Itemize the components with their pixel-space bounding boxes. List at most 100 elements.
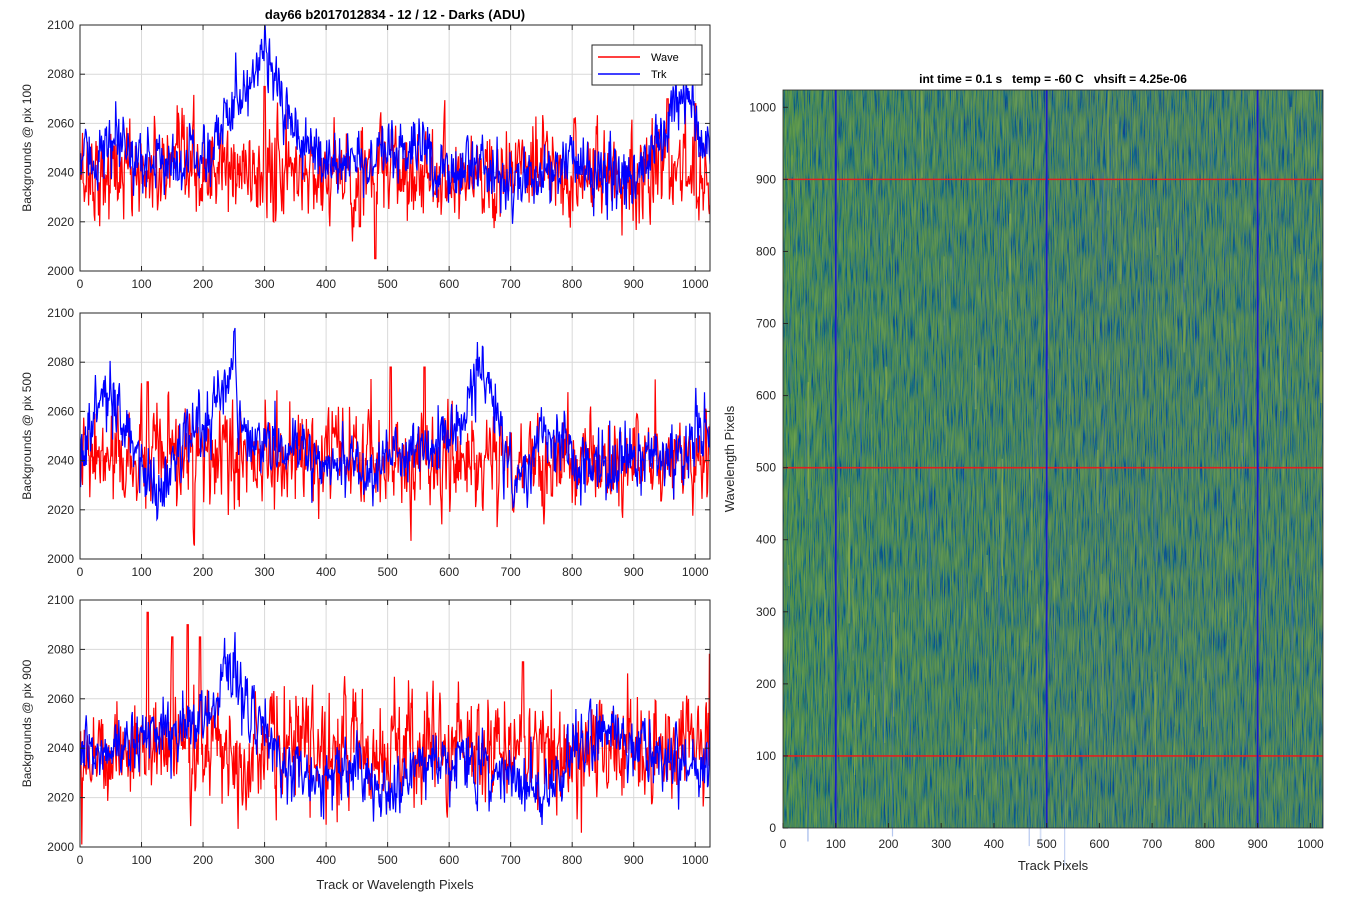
heatmap-streak [1103, 405, 1105, 511]
heatmap-streak [1036, 409, 1038, 479]
heatmap-streak [839, 555, 841, 584]
heatmap-streak [962, 575, 964, 619]
heatmap-streak [1250, 229, 1252, 317]
heatmap-streak [1144, 661, 1145, 713]
heatmap-streak [1299, 254, 1301, 299]
heatmap-streak [1280, 400, 1282, 463]
heatmap-streak [1109, 145, 1112, 197]
plot-pix-500: 0 100 200 300 400 500 600 700 800 900 1000 2000 2020… [20, 306, 711, 579]
heatmap-streak [925, 562, 927, 678]
heatmap-streak [1047, 290, 1049, 369]
hm-x-tick-label: 300 [931, 837, 951, 851]
x-tick-label: 500 [378, 565, 398, 579]
heatmap-streak [1194, 259, 1197, 367]
ticks: 0 100 200 300 400 500 600 700 800 900 1000 2000 2020… [47, 18, 710, 291]
heatmap-streak [1230, 167, 1231, 194]
heatmap-streak [791, 155, 793, 178]
heatmap-streak [1258, 323, 1259, 427]
hm-x-tick-label: 800 [1195, 837, 1215, 851]
y-tick-label: 2000 [47, 840, 74, 854]
heatmap-streak [1156, 227, 1159, 256]
series-line-trk [80, 632, 710, 826]
heatmap-streak [1080, 691, 1082, 727]
heatmap-streak [807, 734, 809, 842]
x-tick-label: 0 [77, 565, 84, 579]
series-group [80, 25, 710, 260]
y-tick-label: 2060 [47, 692, 74, 706]
heatmap-streak [1167, 636, 1169, 707]
x-tick-label: 500 [378, 853, 398, 867]
legend-label-wave: Wave [651, 52, 679, 64]
x-tick-label: 300 [255, 277, 275, 291]
hm-y-axis-label: Wavelength Pixels [722, 405, 737, 512]
heatmap-streak [1001, 291, 1003, 349]
heatmap-streak [791, 752, 793, 785]
heatmap-streak [1250, 113, 1252, 215]
heatmap-streak [804, 244, 806, 360]
series-line-trk [80, 327, 710, 522]
series-group [80, 611, 710, 845]
axes-frame [79, 24, 711, 272]
heatmap-streak [1053, 580, 1055, 658]
heatmap-streak [1228, 602, 1230, 640]
y-tick-label: 2100 [47, 18, 74, 32]
heatmap-streak [871, 414, 873, 496]
hm-x-tick-label: 400 [984, 837, 1004, 851]
heatmap-streak [828, 210, 829, 232]
y-tick-label: 2040 [47, 454, 74, 468]
heatmap-streak [1142, 297, 1144, 394]
heatmap-streak [1028, 587, 1030, 646]
heatmap-axes: 0 100 200 300 400 500 600 700 800 900 1000 0 100 200 3… [722, 89, 1324, 873]
heatmap-title: int time = 0.1 s temp = -60 C vhsift = 4… [919, 72, 1187, 86]
x-tick-label: 100 [132, 853, 152, 867]
y-tick-label: 2080 [47, 67, 74, 81]
x-tick-label: 700 [501, 565, 521, 579]
heatmap-streak [1245, 701, 1247, 761]
heatmap-streak [909, 695, 911, 774]
heatmap-streak [997, 200, 999, 287]
heatmap-streak [932, 529, 935, 568]
heatmap-streak [1311, 166, 1313, 195]
heatmap-streak [884, 473, 886, 505]
heatmap-streak [876, 126, 878, 260]
hm-x-tick-label: 500 [1037, 837, 1057, 851]
heatmap-streak [891, 702, 894, 837]
heatmap-streak [884, 661, 886, 743]
heatmap-streak [1022, 511, 1024, 587]
heatmap-streak [1031, 467, 1033, 571]
heatmap-streak [913, 727, 916, 753]
heatmap-streak [986, 554, 988, 593]
heatmap-streak [1102, 172, 1104, 282]
heatmap-streak [1204, 387, 1206, 429]
heatmap-streak [1064, 732, 1066, 866]
x-tick-label: 600 [439, 565, 459, 579]
heatmap-streak [1316, 491, 1317, 586]
hm-y-tick-label: 400 [756, 533, 776, 547]
heatmap-streak [943, 256, 945, 326]
heatmap-streak [807, 382, 810, 499]
heatmap-streak [825, 589, 827, 694]
heatmap-streak [1070, 544, 1072, 602]
heatmap-streak [998, 549, 1000, 626]
x-tick-label: 300 [255, 853, 275, 867]
heatmap-streak [1113, 657, 1116, 716]
y-tick-label: 2020 [47, 503, 74, 517]
heatmap-streak [1137, 487, 1140, 533]
hm-x-tick-label: 900 [1248, 837, 1268, 851]
heatmap-streak [1174, 726, 1176, 750]
x-tick-label: 800 [562, 853, 582, 867]
y-tick-label: 2080 [47, 642, 74, 656]
heatmap-streak [1300, 582, 1302, 687]
heatmap-streak [1225, 525, 1227, 622]
heatmap-streak [1097, 668, 1099, 769]
heatmap-streak [1202, 678, 1205, 727]
series-line-trk [80, 25, 710, 224]
y-tick-label: 2020 [47, 791, 74, 805]
heatmap-streak [1036, 603, 1038, 715]
heatmap-streak [1242, 538, 1245, 588]
heatmap-streak [854, 702, 856, 775]
heatmap-streak [1296, 113, 1299, 147]
heatmap-streak [1250, 457, 1251, 545]
heatmap-streak [1154, 671, 1156, 806]
